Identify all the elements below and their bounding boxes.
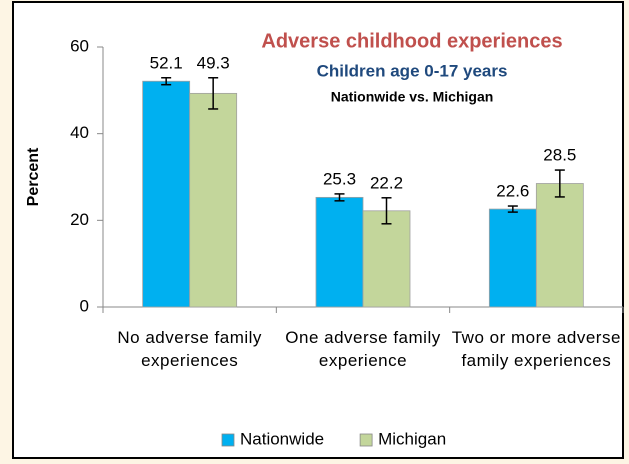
bar: [488, 208, 537, 308]
x-tick-label: No adverse family experiences: [117, 328, 262, 370]
bar: [535, 183, 584, 308]
bar: [315, 196, 364, 308]
legend-swatch: [359, 433, 373, 447]
data-label: 22.2: [370, 173, 403, 192]
data-label: 52.1: [150, 53, 183, 72]
bar: [189, 92, 238, 308]
chart-subtitle: Children age 0-17 years: [317, 61, 508, 80]
error-bar: [334, 193, 345, 202]
y-tick-label: 20: [70, 210, 89, 229]
bar: [142, 80, 191, 308]
legend-swatch: [221, 433, 235, 447]
error-bar: [554, 169, 565, 198]
error-bar: [208, 77, 219, 110]
y-axis-label: Percent: [25, 147, 42, 206]
bar: [362, 210, 411, 308]
error-bar: [161, 77, 172, 86]
data-label: 25.3: [323, 169, 356, 188]
y-tick-label: 0: [80, 296, 89, 315]
chart-annotation: Nationwide vs. Michigan: [331, 89, 494, 105]
y-tick-label: 60: [70, 36, 89, 55]
data-label: 49.3: [197, 53, 230, 72]
chart-title: Adverse childhood experiences: [261, 30, 562, 52]
legend-label: Michigan: [378, 429, 446, 448]
x-tick-label: One adverse family experience: [285, 328, 441, 370]
data-label: 28.5: [543, 146, 576, 165]
legend-label: Nationwide: [240, 429, 324, 448]
data-label: 22.6: [496, 182, 529, 201]
error-bar: [507, 205, 518, 213]
x-tick-label: Two or more adverse family experiences: [451, 328, 621, 370]
y-tick-label: 40: [70, 123, 89, 142]
error-bar: [381, 197, 392, 225]
